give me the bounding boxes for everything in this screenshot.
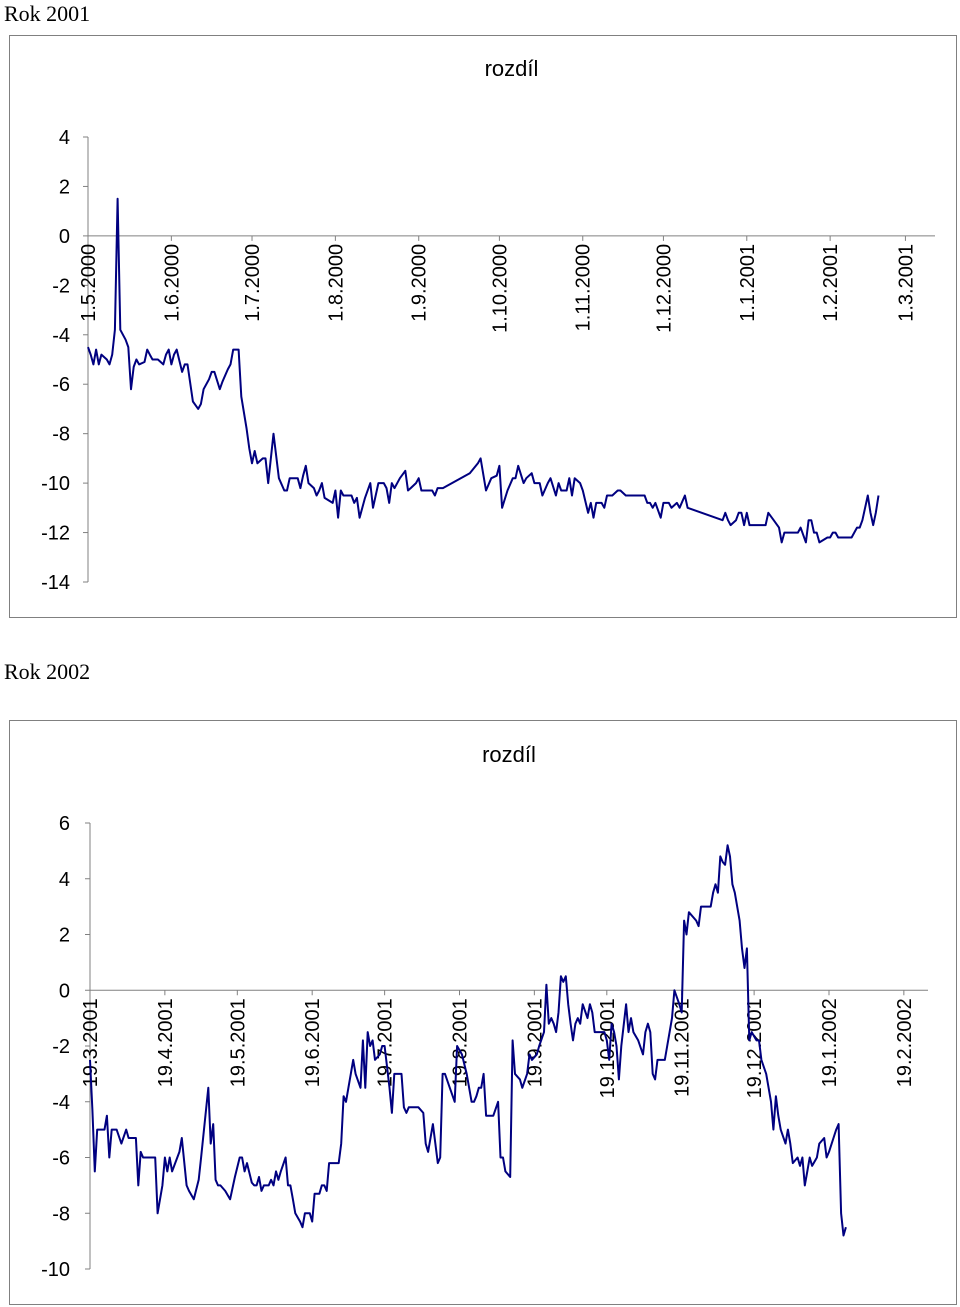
chart-2001-x-tick-label: 1.5.2000 — [78, 244, 100, 322]
chart-2002-y-tick-label: -10 — [41, 1259, 70, 1281]
chart-2002-x-tick-label: 19.1.2002 — [819, 998, 841, 1087]
chart-2001-svg: rozdíl 4 2 0 -2 -4 -6 -8 -10 -12 -14 1.5.2000 1.6.20… — [41, 56, 935, 594]
chart-2001-y-tick-label: 0 — [59, 226, 70, 248]
chart-2002-x-tick-label: 19.11.2001 — [672, 998, 694, 1097]
chart-2001-title: rozdíl — [485, 56, 539, 81]
chart-2002-x-tick-label: 19.2.2002 — [894, 998, 916, 1087]
chart-2002-x-tick-label: 19.4.2001 — [155, 998, 177, 1087]
chart-2001-x-tick-label: 1.11.2000 — [573, 244, 595, 332]
chart-2001-y-tick-label: -6 — [52, 374, 70, 396]
chart-2002-y-tick-label: -8 — [52, 1203, 70, 1225]
chart-2002-x-tick-label: 19.8.2001 — [449, 998, 471, 1087]
chart-2002-title: rozdíl — [482, 742, 536, 767]
section-title-2002: Rok 2002 — [4, 659, 91, 684]
chart-2001-y-tick-label: -10 — [41, 473, 70, 495]
chart-2002-svg: rozdíl 6 4 2 0 -2 -4 -6 -8 -10 19.3.2001 19.4.2001 1… — [41, 742, 928, 1281]
chart-2002-y-tick-label: 2 — [59, 925, 70, 947]
chart-2001-x-tick-label: 1.7.2000 — [242, 244, 264, 322]
chart-2001-x-tick-label: 1.6.2000 — [161, 244, 183, 322]
chart-2001-x-tick-label: 1.8.2000 — [325, 244, 347, 322]
chart-2002-y-tick-label: 4 — [59, 869, 70, 891]
chart-2002-y-tick-label: 6 — [59, 813, 70, 835]
chart-2002-series-line — [89, 844, 847, 1237]
chart-2001-y-tick-label: -14 — [41, 572, 70, 594]
chart-2001-x-tick-label: 1.9.2000 — [409, 244, 431, 322]
section-title-2001: Rok 2001 — [4, 1, 91, 26]
chart-2001-x-tick-label: 1.1.2001 — [737, 244, 759, 322]
chart-2002-x-tick-label: 19.9.2001 — [524, 998, 546, 1087]
chart-2002-x-tick-label: 19.12.2001 — [744, 998, 766, 1098]
chart-2001-series-line — [87, 197, 880, 544]
chart-2001-y-tick-label: -4 — [52, 325, 70, 347]
chart-2002-x-tick-label: 19.7.2001 — [375, 998, 397, 1087]
chart-2001-x-tick-label: 1.12.2000 — [653, 244, 675, 333]
chart-2001-x-tick-label: 1.2.2001 — [820, 244, 842, 322]
chart-2001-y-tick-label: 2 — [59, 176, 70, 198]
chart-2001-y-tick-label: -2 — [52, 275, 70, 297]
chart-2001-y-tick-label: 4 — [59, 127, 70, 149]
chart-2001-x-tick-label: 1.10.2000 — [489, 244, 511, 333]
chart-2001-x-tick-label: 1.3.2001 — [895, 244, 917, 322]
chart-2002-y-tick-label: 0 — [59, 980, 70, 1002]
chart-2002-y-tick-label: -6 — [52, 1148, 70, 1170]
chart-2002-y-tick-label: -2 — [52, 1036, 70, 1058]
chart-2002-x-tick-label: 19.6.2001 — [302, 998, 324, 1087]
chart-2002-x-tick-label: 19.3.2001 — [80, 998, 102, 1087]
chart-2001-y-tick-label: -8 — [52, 424, 70, 446]
chart-2002-y-tick-label: -4 — [52, 1092, 70, 1114]
chart-2001-y-tick-label: -12 — [41, 523, 70, 545]
chart-2002-x-tick-label: 19.5.2001 — [227, 998, 249, 1087]
chart-2002: rozdíl 6 4 2 0 -2 -4 -6 -8 -10 19.3.2001 19.4.2001 1… — [9, 720, 957, 1305]
chart-2001: rozdíl 4 2 0 -2 -4 -6 -8 -10 -12 -14 1.5.2000 1.6.20… — [9, 35, 957, 618]
